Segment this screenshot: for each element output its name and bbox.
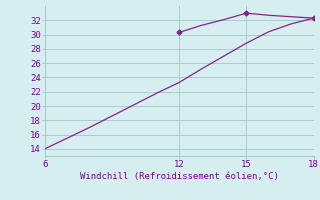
X-axis label: Windchill (Refroidissement éolien,°C): Windchill (Refroidissement éolien,°C) (80, 172, 279, 181)
